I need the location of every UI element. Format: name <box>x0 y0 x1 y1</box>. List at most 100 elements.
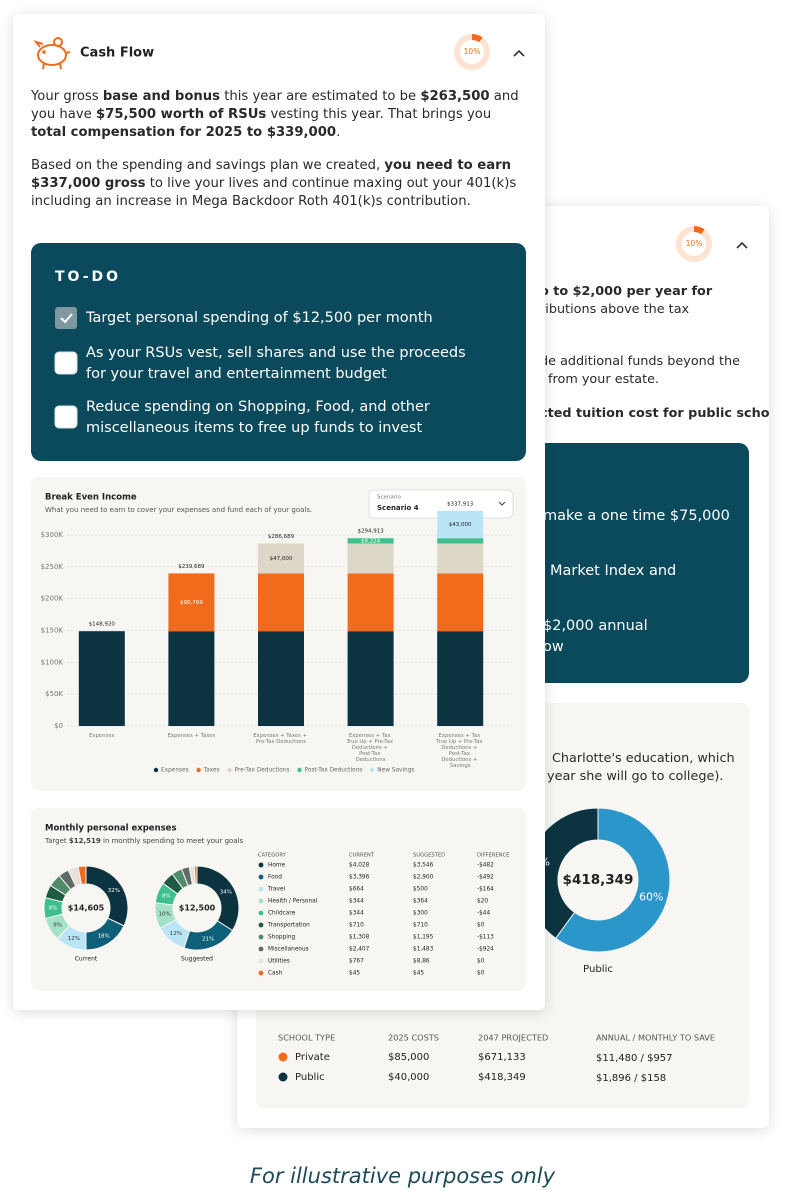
collapse-chevron[interactable] <box>513 49 525 57</box>
table-cell: Childcare <box>268 911 296 917</box>
table-cell: $364 <box>413 899 428 905</box>
checkbox[interactable] <box>54 405 78 429</box>
collapse-chevron[interactable] <box>736 241 748 249</box>
text-segment: $75,500 worth of RSUs <box>95 107 267 122</box>
donut-label: Public <box>583 964 613 975</box>
x-tick-label: Expenses + Tax True Up + Pre-Tax Deducti… <box>435 733 484 769</box>
table-cell: $85,000 <box>388 1052 429 1063</box>
text-fragment: Market Index and <box>550 562 677 579</box>
table-cell: Travel <box>267 887 286 893</box>
table-cell: $671,133 <box>478 1052 526 1063</box>
piggy-bank-icon <box>33 37 71 70</box>
donut-slice <box>77 865 87 886</box>
category-dot <box>258 874 264 880</box>
table-header: CURRENT <box>349 853 375 859</box>
bar-segment <box>347 631 394 726</box>
category-dot <box>258 886 264 892</box>
table-cell: -$113 <box>477 935 494 941</box>
dropdown-chevron[interactable] <box>498 501 506 506</box>
legend-swatch <box>297 767 302 773</box>
table-cell: Health / Personal <box>268 899 318 905</box>
table-cell: Food <box>268 875 282 881</box>
table-cell: $767 <box>349 959 364 965</box>
text-segment: this year are estimated to be <box>220 89 421 104</box>
y-tick-label: $0 <box>54 722 63 730</box>
text-segment: Your gross <box>31 89 103 104</box>
rich-text: Your gross base and bonus this year are … <box>31 88 523 142</box>
table-cell: Transportation <box>267 923 310 929</box>
table-cell: Home <box>268 863 286 869</box>
slice-label: 34% <box>220 890 232 896</box>
panel-title: Monthly personal expenses <box>45 824 177 834</box>
slice-label: 12% <box>68 936 80 942</box>
donut-label: Suggested <box>181 956 213 963</box>
table-cell: Private <box>295 1052 330 1063</box>
table-cell: $3,546 <box>413 863 434 869</box>
bar-segment <box>437 573 484 632</box>
front-card-canvas: Cash Flow 10% TO-DO Break Even Income What y… <box>31 34 526 991</box>
text-segment: vesting this year. That brings you <box>266 107 492 122</box>
table-cell: -$492 <box>477 875 494 881</box>
segment-label: $47,000 <box>270 556 293 562</box>
table-header: CATEGORY <box>258 853 287 859</box>
x-tick-label: Expenses + Tax True Up + Pre-Tax Deducti… <box>345 733 394 763</box>
table-cell: $1,308 <box>349 935 370 941</box>
slice-label: 10% <box>158 912 170 918</box>
text-segment: . <box>336 125 341 140</box>
table-cell: $664 <box>349 887 364 893</box>
text-fragment: de additional funds beyond the <box>540 353 740 369</box>
slice-label: 9% <box>53 922 62 928</box>
table-cell: $11,480 / $957 <box>596 1053 673 1064</box>
panel-subtitle: Target $12,519 in monthly spending to me… <box>44 837 244 845</box>
bar-segment <box>437 543 484 574</box>
bar-segment <box>258 631 304 726</box>
legend-label: Post-Tax Deductions <box>305 768 363 774</box>
text-segment: and you have <box>31 89 519 122</box>
y-tick-label: $300K <box>41 531 64 539</box>
text-segment: Based on the spending and savings plan w… <box>31 158 385 173</box>
table-cell: Utilities <box>268 959 290 965</box>
segment-label: $90,769 <box>180 600 203 606</box>
table-cell: -$164 <box>477 887 494 893</box>
bar-segment <box>437 631 484 726</box>
checkbox-checked[interactable] <box>55 307 77 329</box>
legend-label: Pre-Tax Deductions <box>235 768 290 774</box>
checkbox[interactable] <box>54 351 78 375</box>
footer-note: For illustrative purposes only <box>249 1164 556 1188</box>
table-cell: $8,86 <box>413 959 430 965</box>
text-fragment: o to $2,000 per year for <box>540 283 713 299</box>
text-segment: $263,500 <box>420 89 490 104</box>
legend-swatch <box>227 767 232 773</box>
table-header: SUGGESTED <box>413 853 445 859</box>
slice-label: 21% <box>202 937 214 943</box>
text-fragment: make a one time $75,000 <box>543 507 730 524</box>
y-tick-label: $100K <box>41 658 64 666</box>
donut-label: Current <box>75 956 98 963</box>
total-label: $148,920 <box>89 622 116 628</box>
text-segment: $12,519 <box>69 837 101 845</box>
slice-label: 18% <box>98 933 110 939</box>
table-cell: Cash <box>268 971 283 977</box>
table-header: DIFFERENCE <box>477 853 509 859</box>
table-cell: $45 <box>349 971 360 977</box>
table-cell: $344 <box>349 911 364 917</box>
y-tick-label: $200K <box>41 595 64 603</box>
y-tick-label: $250K <box>41 563 64 571</box>
table-header: SCHOOL TYPE <box>278 1033 335 1043</box>
table-cell: $710 <box>349 923 364 929</box>
todo-panel <box>31 243 526 461</box>
table-cell: $2,900 <box>413 875 434 881</box>
category-dot <box>258 922 264 928</box>
dropdown-label: Scenario <box>377 495 402 501</box>
category-dot <box>258 934 264 940</box>
table-cell: $3,396 <box>349 875 370 881</box>
table-header: ANNUAL / MONTHLY TO SAVE <box>596 1033 715 1043</box>
text-fragment: ributions above the tax <box>540 301 690 317</box>
bar-segment <box>437 538 484 544</box>
text-fragment: ow <box>543 638 564 655</box>
todo-item-text: Target personal spending of $12,500 per … <box>86 310 433 326</box>
legend-swatch <box>370 767 375 773</box>
table-cell: $1,896 / $158 <box>596 1073 666 1084</box>
bar-segment <box>258 573 304 632</box>
